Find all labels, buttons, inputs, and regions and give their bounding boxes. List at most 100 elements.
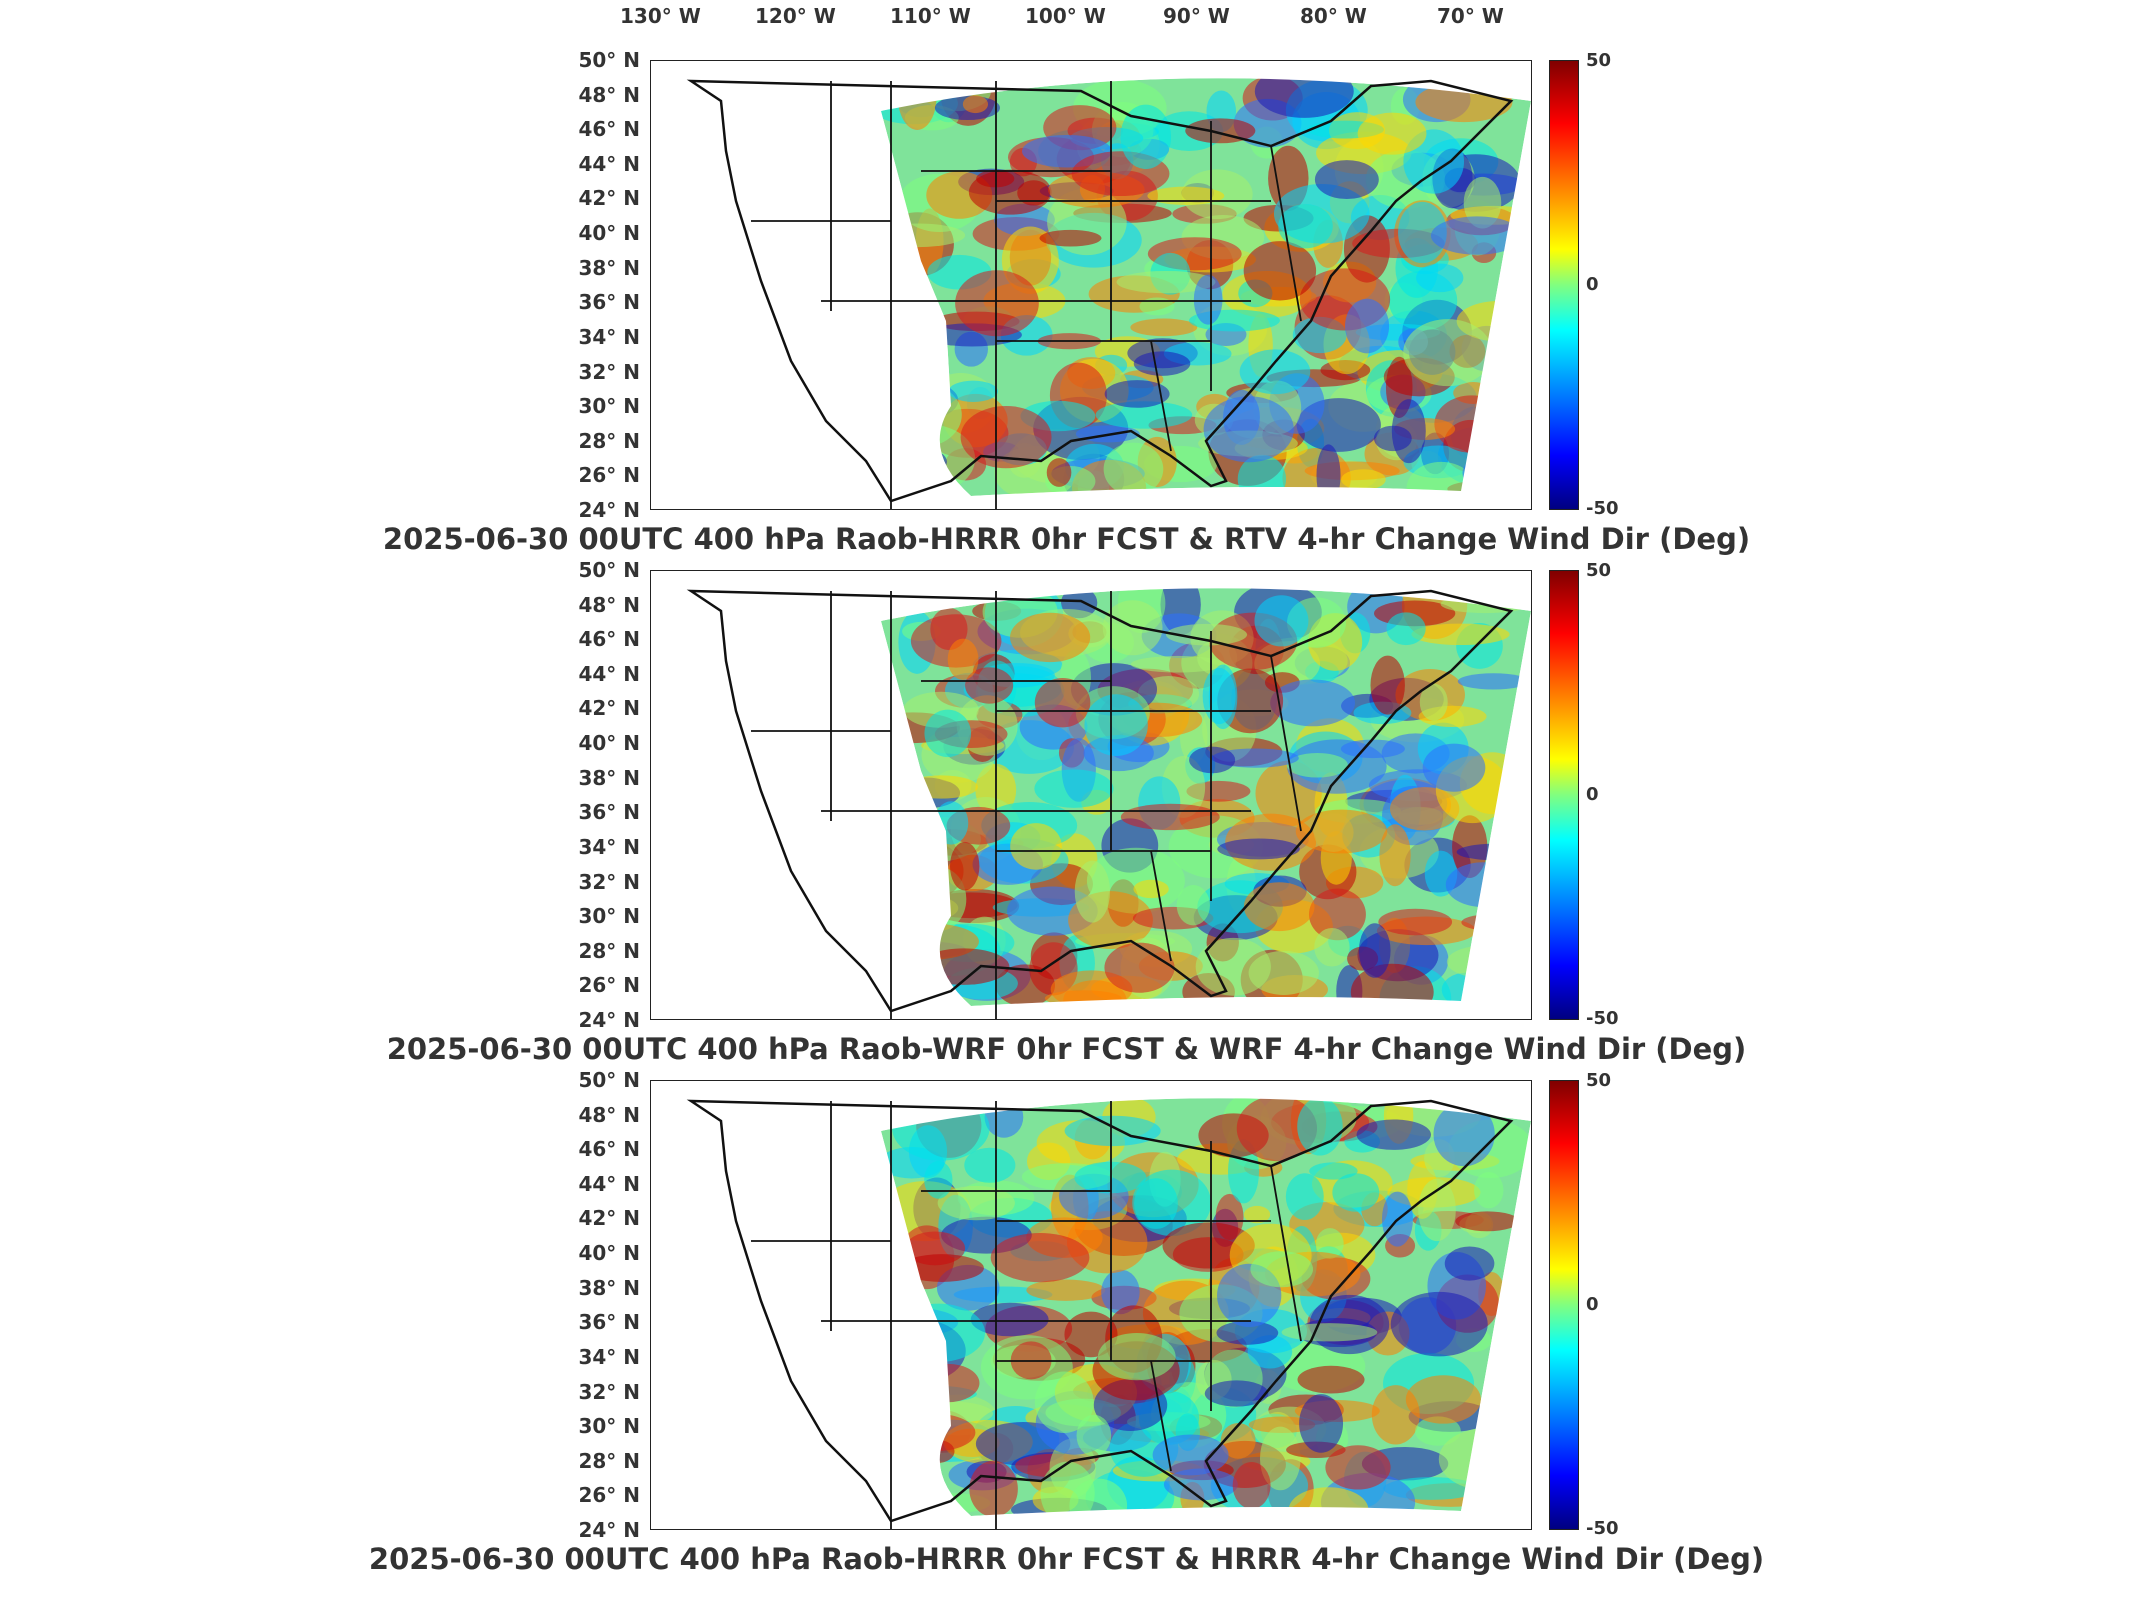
field-patch	[899, 1254, 984, 1282]
state-boundary	[1150, 340, 1172, 452]
field-patch	[1130, 318, 1198, 337]
field-patch	[1295, 809, 1388, 854]
field-patch	[1040, 1461, 1095, 1525]
lat-label: 42° N	[578, 186, 640, 211]
colorbar	[1549, 570, 1579, 1020]
field-patch	[1017, 180, 1051, 206]
field-patch	[1474, 1172, 1504, 1209]
field-patch	[1232, 1461, 1271, 1509]
field-patch	[1189, 746, 1236, 774]
field-patch	[1084, 694, 1148, 757]
field-patch	[1216, 1321, 1279, 1345]
field-patch	[1379, 824, 1411, 887]
field-patch	[990, 1232, 1090, 1283]
field-patch	[1422, 743, 1486, 792]
lat-label: 46° N	[578, 627, 640, 652]
field-patch	[1411, 623, 1510, 646]
field-patch	[1104, 942, 1175, 993]
field-patch	[1325, 1445, 1391, 1490]
colorbar-max-label: 50	[1586, 50, 1612, 71]
field-patch	[969, 1460, 1018, 1517]
field-patch	[1403, 319, 1493, 387]
field-patch	[1250, 1251, 1314, 1288]
field-patch	[924, 1160, 953, 1199]
field-patch	[1341, 469, 1386, 490]
lat-label: 44° N	[578, 151, 640, 176]
lat-label: 36° N	[578, 290, 640, 315]
lat-label: 32° N	[578, 359, 640, 384]
field-patch	[1104, 380, 1170, 408]
lat-label: 34° N	[578, 834, 640, 859]
lat-label: 50° N	[578, 48, 640, 72]
lat-label: 46° N	[578, 117, 640, 142]
field-patch	[962, 95, 989, 114]
field-patch	[1332, 1173, 1380, 1212]
field-patch	[1345, 298, 1390, 354]
lat-label: 44° N	[578, 1171, 640, 1196]
lat-label: 38° N	[578, 765, 640, 790]
field-patch	[947, 638, 979, 681]
field-patch	[1314, 160, 1379, 200]
coastline	[686, 589, 1514, 1013]
colorbar	[1549, 60, 1579, 510]
field-patch	[1176, 885, 1210, 926]
lon-label: 110° W	[890, 4, 971, 28]
field-patch	[1357, 112, 1427, 155]
state-boundary	[1270, 1165, 1302, 1342]
lon-label: 90° W	[1163, 4, 1230, 28]
field-patch	[1217, 838, 1300, 860]
field-patch	[948, 380, 998, 402]
field-patch	[1386, 612, 1426, 646]
lat-label: 40° N	[578, 1241, 640, 1266]
field-patch	[1391, 399, 1426, 464]
wind-direction-map	[651, 571, 1531, 1019]
lat-label: 34° N	[578, 324, 640, 349]
field-patch	[1236, 1095, 1318, 1162]
lat-label: 30° N	[578, 1414, 640, 1439]
lat-label: 48° N	[578, 592, 640, 617]
colorbar-mid-label: 0	[1586, 784, 1599, 805]
field-patch	[1378, 908, 1453, 936]
field-patch	[970, 1302, 1049, 1337]
lat-label: 40° N	[578, 221, 640, 246]
field-patch	[1243, 882, 1315, 932]
lat-label: 26° N	[578, 973, 640, 998]
field-patch	[1103, 442, 1164, 496]
field-patch	[1278, 204, 1333, 249]
field-patch	[1314, 927, 1350, 967]
panel-title: 2025-06-30 00UTC 400 hPa Raob-HRRR 0hr F…	[368, 1542, 1765, 1576]
field-patch	[1243, 1205, 1271, 1224]
lat-label: 50° N	[578, 1068, 640, 1092]
field-patch	[960, 405, 1052, 469]
lat-label: 24° N	[578, 1518, 640, 1542]
coastline	[686, 79, 1514, 503]
lon-label: 120° W	[755, 4, 836, 28]
lat-label: 24° N	[578, 1008, 640, 1032]
field-patch	[1297, 1365, 1365, 1394]
field-patch	[1026, 1279, 1106, 1301]
field-patch	[1034, 677, 1091, 728]
lat-label: 50° N	[578, 558, 640, 582]
field-patch	[924, 709, 972, 758]
field-patch	[1166, 623, 1248, 646]
field-patch	[1132, 1169, 1212, 1236]
field-patch	[1163, 1468, 1238, 1501]
wind-direction-map	[651, 1081, 1531, 1529]
field-patch	[1034, 769, 1114, 808]
field-patch	[1133, 879, 1169, 899]
field-patch	[1358, 923, 1391, 978]
field-patch	[949, 841, 980, 891]
field-patch	[1430, 216, 1524, 255]
lat-label: 38° N	[578, 1275, 640, 1300]
coastline	[686, 1099, 1514, 1523]
field-patch	[1457, 673, 1530, 690]
lon-label: 80° W	[1300, 4, 1367, 28]
colorbar-mid-label: 0	[1586, 274, 1599, 295]
field-patch	[1102, 600, 1163, 656]
field-patch	[1034, 1371, 1094, 1434]
lat-label: 42° N	[578, 696, 640, 721]
field-patch	[1116, 270, 1216, 294]
field-patch	[1286, 752, 1349, 778]
field-patch	[1455, 1211, 1520, 1232]
wind-direction-map	[651, 61, 1531, 509]
